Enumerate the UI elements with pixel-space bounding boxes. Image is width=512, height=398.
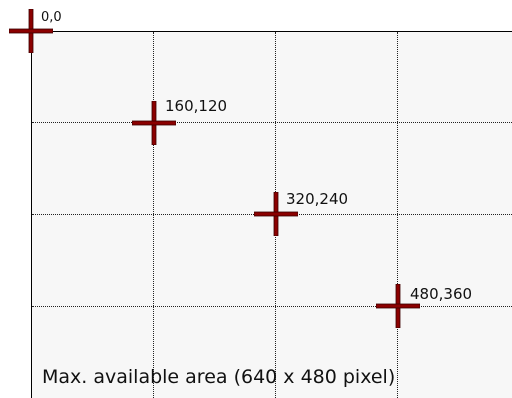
vertical-gridline bbox=[397, 32, 398, 398]
point-label: 0,0 bbox=[41, 10, 62, 25]
point-label: 480,360 bbox=[410, 285, 473, 303]
area-caption: Max. available area (640 x 480 pixel) bbox=[42, 366, 396, 388]
vertical-gridline bbox=[153, 32, 154, 398]
crosshair-icon bbox=[254, 192, 298, 236]
point-label: 160,120 bbox=[165, 97, 228, 115]
crosshair-icon bbox=[9, 9, 53, 53]
horizontal-gridline bbox=[32, 306, 512, 307]
crosshair-icon bbox=[132, 101, 176, 145]
point-label: 320,240 bbox=[286, 190, 349, 208]
crosshair-icon bbox=[376, 284, 420, 328]
horizontal-gridline bbox=[32, 122, 512, 123]
